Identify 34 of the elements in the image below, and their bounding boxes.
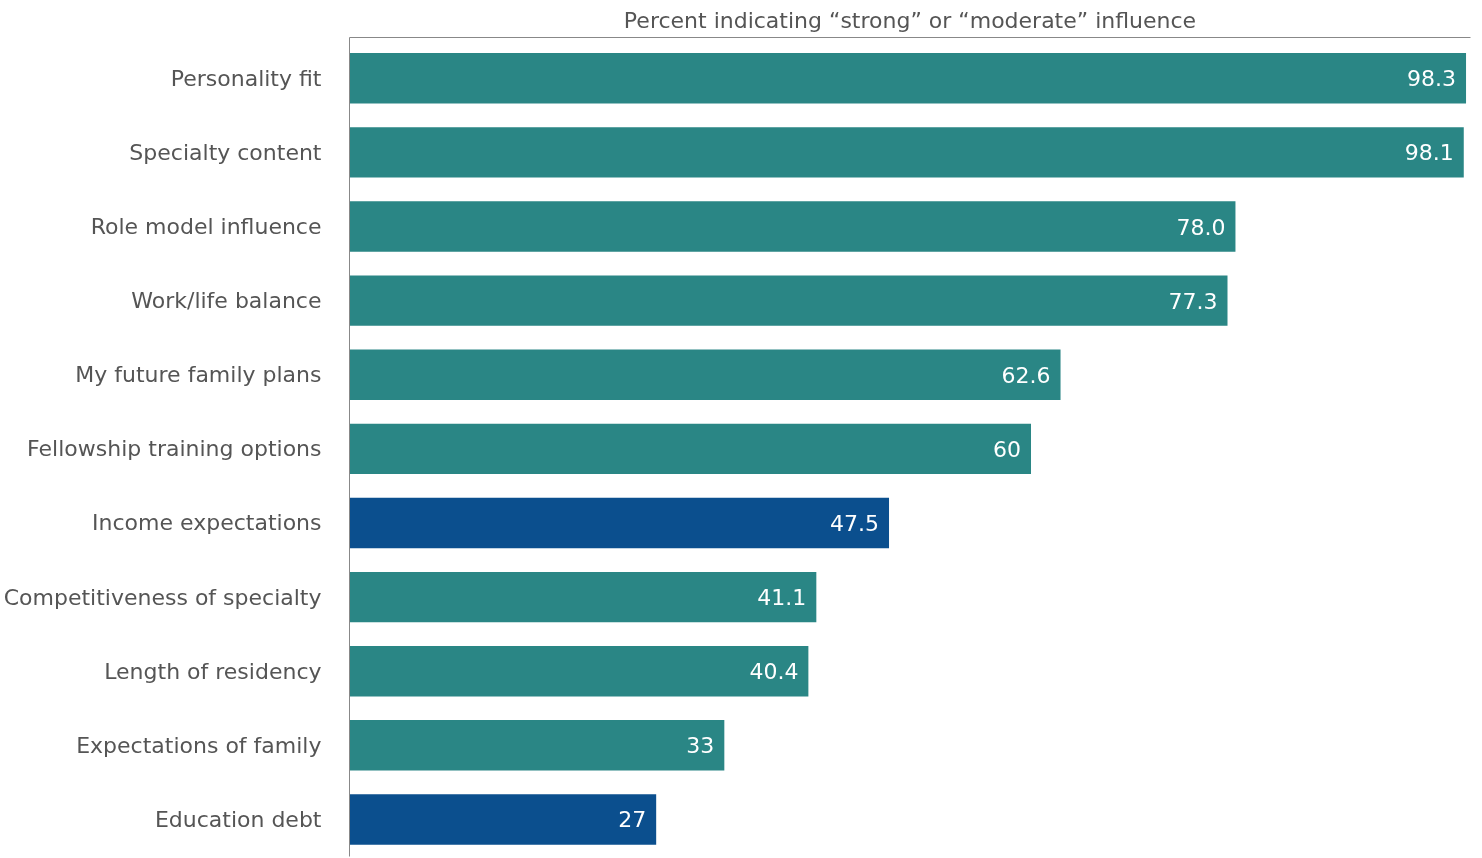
bar (349, 53, 1467, 104)
chart-title: Percent indicating “strong” or “moderate” influence (623, 7, 1197, 33)
bar (349, 275, 1228, 326)
data-label: 47.5 (830, 510, 880, 536)
data-label: 98.3 (1407, 66, 1457, 92)
y-tick-label: Length of residency (104, 658, 322, 684)
y-tick-label: Role model influence (90, 214, 322, 239)
data-label: 27 (618, 807, 647, 833)
data-label: 78.0 (1176, 214, 1226, 240)
bar (349, 497, 890, 549)
y-tick-label: Work/life balance (131, 288, 322, 314)
y-tick-label: Fellowship training options (27, 436, 322, 462)
bar (349, 646, 809, 697)
data-label: 62.6 (1001, 362, 1051, 388)
data-label: 60 (993, 436, 1022, 462)
bar (349, 720, 725, 771)
bar (349, 127, 1464, 178)
bar (349, 423, 1032, 475)
y-tick-label: Expectations of family (76, 732, 322, 758)
data-label: 41.1 (757, 585, 807, 611)
data-label: 98.1 (1404, 140, 1454, 166)
y-tick-label: Education debt (154, 806, 322, 832)
y-tick-label: My future family plans (75, 362, 322, 388)
data-label: 33 (686, 733, 715, 759)
bar (349, 201, 1236, 252)
y-tick-label: Specialty content (129, 139, 322, 165)
bar (349, 349, 1061, 400)
y-tick-label: Personality fit (170, 65, 322, 91)
data-label: 40.4 (749, 659, 799, 685)
bar (349, 794, 657, 845)
y-tick-label: Income expectations (92, 510, 322, 536)
data-label: 77.3 (1168, 288, 1218, 314)
y-tick-label: Competitiveness of specialty (3, 584, 322, 610)
bar (349, 571, 817, 623)
